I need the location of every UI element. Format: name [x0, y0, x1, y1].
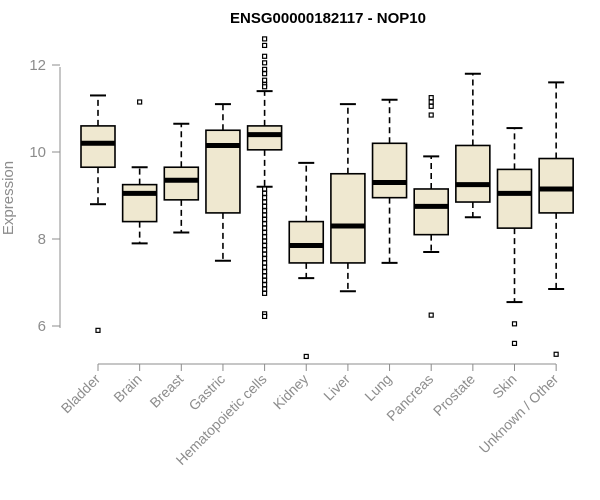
outlier-point [428, 112, 434, 118]
outlier-point [262, 273, 268, 279]
box-hematopoietic-cells [246, 36, 283, 320]
outlier-point [262, 229, 268, 236]
box-unknown-other [538, 81, 574, 357]
outlier-point [262, 42, 268, 49]
y-axis-label: Expression [0, 161, 17, 235]
chart-title: ENSG00000182117 - NOP10 [230, 10, 426, 27]
iqr-box [205, 129, 241, 214]
box-skin [496, 127, 533, 346]
outlier-point [262, 221, 268, 227]
outlier-point [553, 351, 559, 357]
box-liver [330, 103, 366, 293]
x-tick-label: Liver [320, 371, 353, 404]
y-tick-label: 6 [38, 318, 46, 335]
x-tick-label: Bladder [58, 371, 104, 417]
box-lung [371, 98, 408, 264]
y-tick-label: 12 [29, 57, 46, 74]
outlier-point [511, 321, 518, 327]
outlier-point [262, 186, 268, 192]
x-tick-label: Prostate [430, 371, 478, 419]
outlier-point [428, 312, 434, 318]
outlier-point [262, 242, 268, 249]
outlier-point [262, 66, 268, 72]
x-tick-label: Kidney [270, 371, 312, 413]
box-pancreas [413, 95, 450, 318]
outlier-point [262, 238, 268, 244]
iqr-box [371, 142, 408, 199]
outlier-point [262, 60, 268, 66]
outlier-point [262, 190, 268, 196]
box-gastric [205, 103, 241, 262]
outlier-point [95, 327, 101, 333]
outlier-point [262, 36, 268, 42]
x-tick-label: Brain [110, 371, 144, 405]
outlier-point [428, 103, 434, 109]
outlier-point [262, 247, 268, 253]
y-axis-ticks: 6 8 10 12 [29, 57, 60, 335]
outlier-point [511, 340, 518, 346]
outlier-point [262, 216, 268, 223]
outlier-point [262, 277, 268, 283]
outlier-point [262, 313, 268, 320]
outlier-point [262, 282, 268, 288]
iqr-box [330, 172, 366, 264]
outlier-point [262, 251, 268, 257]
iqr-box [246, 125, 283, 151]
outlier-point [262, 234, 268, 240]
y-tick-label: 8 [38, 231, 46, 248]
outlier-point [262, 53, 268, 59]
x-tick-label: Lung [361, 371, 394, 404]
y-tick-label: 10 [29, 144, 46, 161]
outlier-point [262, 225, 268, 231]
outlier-point [262, 208, 268, 214]
iqr-box [121, 183, 158, 223]
box-brain [121, 99, 158, 245]
outlier-point [262, 260, 268, 266]
outlier-point [262, 77, 268, 83]
outlier-point [262, 290, 268, 296]
x-tick-label: Skin [489, 371, 520, 402]
iqr-box [496, 168, 533, 229]
box-kidney [288, 161, 325, 360]
outlier-point [262, 269, 268, 275]
box-breast [163, 122, 200, 234]
iqr-box [538, 157, 574, 214]
outlier-point [262, 286, 268, 292]
x-tick-label: Unknown / Other [476, 371, 562, 457]
box-prostate [455, 72, 491, 219]
outlier-point [262, 212, 268, 218]
box-bladder [80, 94, 116, 333]
outlier-point [303, 353, 309, 360]
outlier-point [262, 264, 268, 270]
outlier-point [137, 99, 143, 105]
iqr-box [163, 166, 200, 201]
outlier-point [262, 199, 268, 205]
iqr-box [455, 144, 491, 203]
boxes-layer [80, 36, 574, 360]
iqr-box [413, 188, 450, 236]
iqr-box [80, 125, 116, 169]
outlier-point [428, 99, 434, 105]
x-tick-label: Breast [146, 371, 186, 411]
outlier-point [262, 71, 268, 77]
outlier-point [262, 203, 268, 209]
outlier-point [262, 255, 268, 262]
outlier-point [262, 84, 268, 90]
iqr-box [288, 220, 325, 264]
outlier-point [428, 95, 434, 101]
outlier-point [262, 195, 268, 201]
